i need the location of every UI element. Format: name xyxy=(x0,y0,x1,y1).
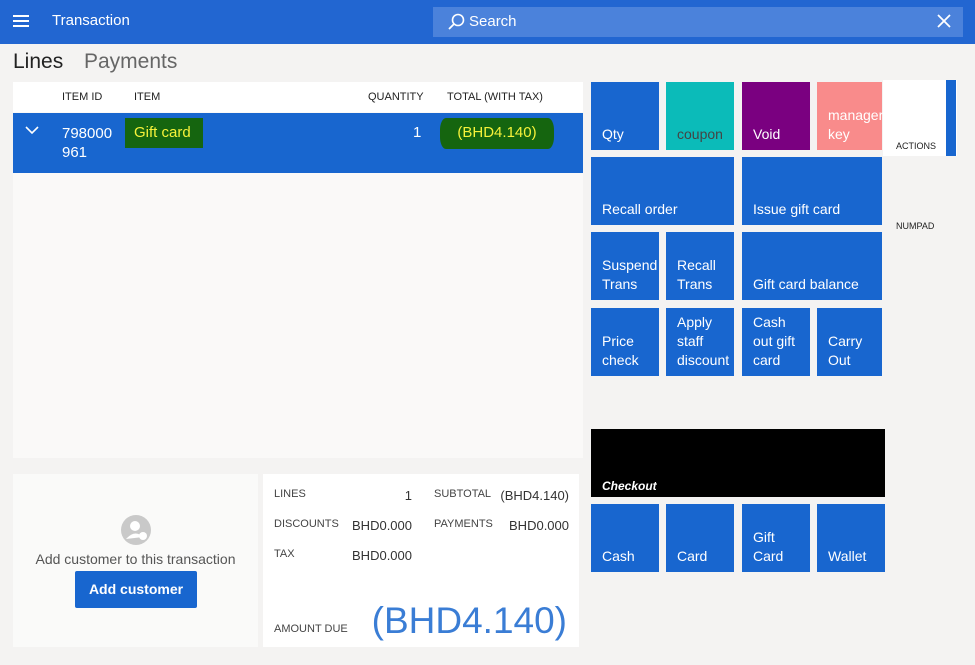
total-cell: (BHD4.140) xyxy=(440,118,554,149)
payments-label: PAYMENTS xyxy=(434,518,493,530)
search-icon xyxy=(448,13,465,30)
issue-gift-card-button[interactable]: Issue gift card xyxy=(742,157,882,225)
top-bar: Transaction Search xyxy=(0,0,975,44)
gift-card-button[interactable]: Gift Card xyxy=(742,504,810,572)
chevron-down-icon[interactable] xyxy=(25,125,39,135)
column-header-quantity[interactable]: QUANTITY xyxy=(368,91,424,103)
tax-label: TAX xyxy=(274,548,295,560)
table-row[interactable]: 798000 961 Gift card 1 (BHD4.140) xyxy=(13,113,583,173)
item-id-line-1: 798000 xyxy=(62,125,113,142)
payments-value: BHD0.000 xyxy=(509,518,569,533)
side-tab-active-indicator xyxy=(946,80,956,156)
wallet-button[interactable]: Wallet xyxy=(817,504,885,572)
item-id-cell: 798000 961 xyxy=(62,124,112,162)
lines-label: LINES xyxy=(274,488,306,500)
coupon-button[interactable]: coupon xyxy=(666,82,734,150)
tab-lines[interactable]: Lines xyxy=(13,50,64,73)
subtotal-label: SUBTOTAL xyxy=(434,488,492,500)
close-icon[interactable] xyxy=(935,12,953,30)
totals-panel: LINES 1 DISCOUNTS BHD0.000 TAX BHD0.000 … xyxy=(263,474,579,647)
apply-staff-discount-button[interactable]: Apply staff discount xyxy=(666,308,734,376)
add-customer-button[interactable]: Add customer xyxy=(75,571,197,608)
tab-payments[interactable]: Payments xyxy=(84,50,178,73)
tax-value: BHD0.000 xyxy=(352,548,412,563)
amount-due-label: AMOUNT DUE xyxy=(274,623,348,635)
void-button[interactable]: Void xyxy=(742,82,810,150)
page-title: Transaction xyxy=(52,12,130,29)
checkout-button[interactable]: Checkout xyxy=(591,429,885,497)
add-customer-prompt: Add customer to this transaction xyxy=(35,551,236,567)
item-name-cell: Gift card xyxy=(125,118,203,148)
price-check-button[interactable]: Price check xyxy=(591,308,659,376)
add-person-icon xyxy=(121,515,151,545)
card-button[interactable]: Card xyxy=(666,504,734,572)
manager-key-button[interactable]: manager key xyxy=(817,82,883,150)
search-input[interactable]: Search xyxy=(433,7,963,37)
carry-out-button[interactable]: Carry Out xyxy=(817,308,882,376)
amount-due-value: (BHD4.140) xyxy=(371,600,567,641)
side-tab-actions-background xyxy=(883,80,957,156)
hamburger-menu-icon[interactable] xyxy=(13,15,29,27)
qty-button[interactable]: Qty xyxy=(591,82,659,150)
column-header-total[interactable]: TOTAL (WITH TAX) xyxy=(447,91,543,103)
grid-header: ITEM ID ITEM QUANTITY TOTAL (WITH TAX) xyxy=(13,82,583,112)
suspend-trans-button[interactable]: Suspend Trans xyxy=(591,232,659,300)
column-header-item-id[interactable]: ITEM ID xyxy=(62,91,103,103)
cash-button[interactable]: Cash xyxy=(591,504,659,572)
search-placeholder: Search xyxy=(469,13,517,30)
transaction-lines-grid: ITEM ID ITEM QUANTITY TOTAL (WITH TAX) 7… xyxy=(13,82,583,458)
customer-panel: Add customer to this transaction Add cus… xyxy=(13,474,258,647)
discounts-label: DISCOUNTS xyxy=(274,518,339,530)
quantity-cell: 1 xyxy=(413,124,422,141)
lines-value: 1 xyxy=(404,488,412,503)
tab-actions[interactable]: ACTIONS xyxy=(896,141,937,151)
column-header-item[interactable]: ITEM xyxy=(134,91,161,103)
cash-out-gift-card-button[interactable]: Cash out gift card xyxy=(742,308,810,376)
subtotal-value: (BHD4.140) xyxy=(500,488,569,503)
tab-numpad[interactable]: NUMPAD xyxy=(896,221,935,231)
recall-order-button[interactable]: Recall order xyxy=(591,157,734,225)
item-id-line-2: 961 xyxy=(62,144,88,161)
gift-card-balance-button[interactable]: Gift card balance xyxy=(742,232,882,300)
discounts-value: BHD0.000 xyxy=(352,518,412,533)
recall-trans-button[interactable]: Recall Trans xyxy=(666,232,734,300)
